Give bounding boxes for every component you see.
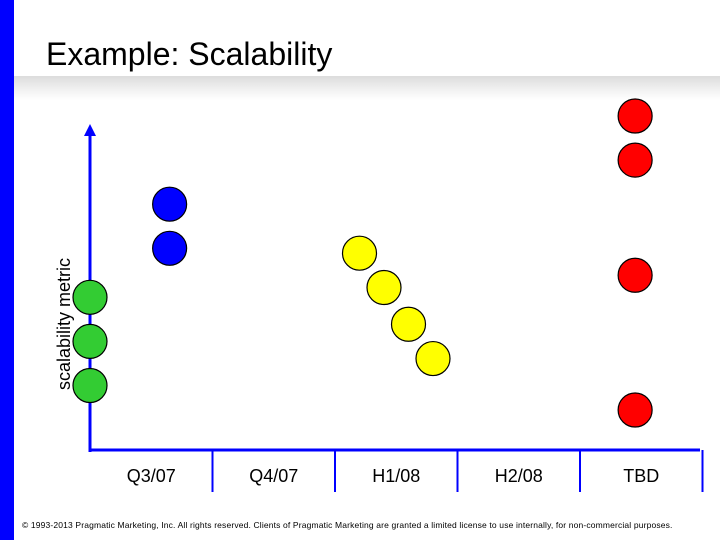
data-point [617, 98, 653, 134]
x-tick-label: Q4/07 [249, 466, 298, 486]
data-point [341, 235, 378, 271]
x-tick-label: H2/08 [495, 466, 543, 486]
x-tick-label: H1/08 [372, 466, 420, 486]
data-point [152, 230, 188, 266]
data-point [72, 367, 108, 404]
y-axis-arrow-icon [84, 124, 96, 136]
x-tick-label: TBD [623, 466, 659, 486]
data-point [617, 392, 653, 428]
data-point [72, 279, 108, 315]
x-tick-label: Q3/07 [127, 466, 176, 486]
page-title: Example: Scalability [46, 36, 333, 72]
copyright-footer: © 1993-2013 Pragmatic Marketing, Inc. Al… [22, 520, 673, 530]
title-rule [14, 76, 720, 100]
data-point [617, 257, 653, 293]
data-point [390, 306, 427, 342]
data-point [415, 340, 451, 377]
accent-side-bar [0, 0, 14, 540]
data-point [366, 269, 402, 306]
data-point [72, 323, 108, 359]
data-point [152, 186, 188, 222]
data-point [617, 142, 653, 178]
